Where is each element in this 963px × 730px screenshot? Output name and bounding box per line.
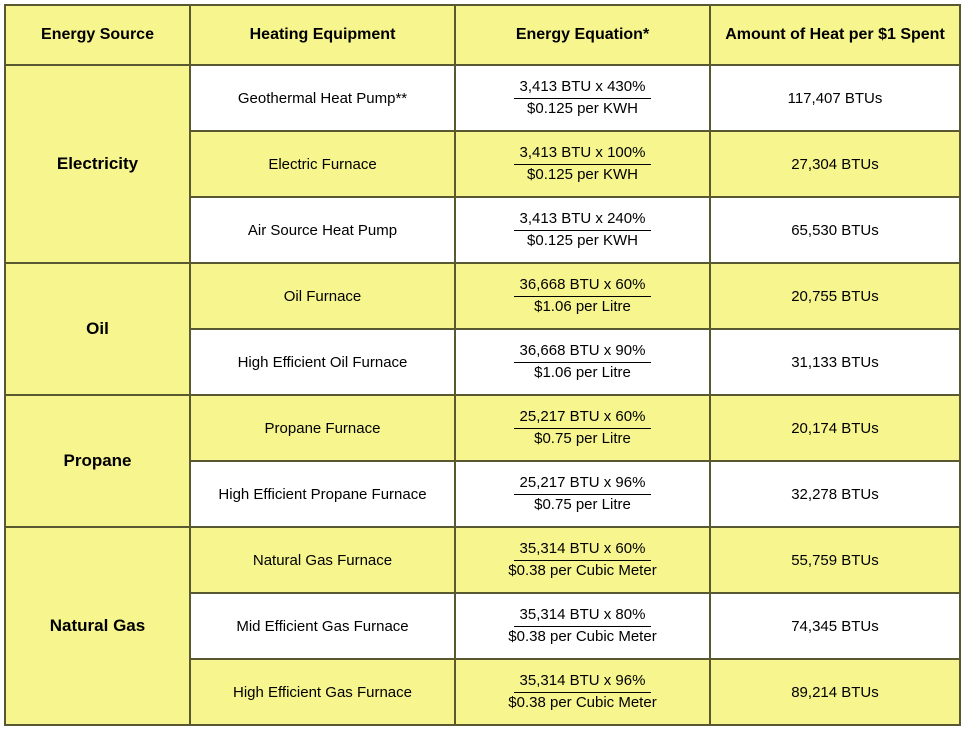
- table-body: ElectricityGeothermal Heat Pump**3,413 B…: [5, 65, 960, 725]
- btu-cell: 20,174 BTUs: [710, 395, 960, 461]
- equation-denominator: $0.75 per Litre: [456, 429, 709, 449]
- equation-numerator: 25,217 BTU x 60%: [514, 408, 652, 429]
- equation-cell: 3,413 BTU x 240%$0.125 per KWH: [455, 197, 710, 263]
- equation-numerator: 3,413 BTU x 100%: [514, 144, 652, 165]
- equation-numerator: 36,668 BTU x 60%: [514, 276, 652, 297]
- equipment-cell: Oil Furnace: [190, 263, 455, 329]
- table-row: PropanePropane Furnace25,217 BTU x 60%$0…: [5, 395, 960, 461]
- equation-numerator: 25,217 BTU x 96%: [514, 474, 652, 495]
- equipment-cell: Mid Efficient Gas Furnace: [190, 593, 455, 659]
- equipment-cell: Natural Gas Furnace: [190, 527, 455, 593]
- energy-comparison-table: Energy Source Heating Equipment Energy E…: [4, 4, 961, 726]
- equation-denominator: $1.06 per Litre: [456, 363, 709, 383]
- equation-numerator: 3,413 BTU x 240%: [514, 210, 652, 231]
- equation-denominator: $0.125 per KWH: [456, 165, 709, 185]
- header-btu: Amount of Heat per $1 Spent: [710, 5, 960, 65]
- equipment-cell: Air Source Heat Pump: [190, 197, 455, 263]
- equipment-cell: Electric Furnace: [190, 131, 455, 197]
- equation-numerator: 35,314 BTU x 80%: [514, 606, 652, 627]
- source-cell: Oil: [5, 263, 190, 395]
- btu-cell: 20,755 BTUs: [710, 263, 960, 329]
- header-source: Energy Source: [5, 5, 190, 65]
- btu-cell: 89,214 BTUs: [710, 659, 960, 725]
- equation-cell: 25,217 BTU x 60%$0.75 per Litre: [455, 395, 710, 461]
- equation-cell: 3,413 BTU x 100%$0.125 per KWH: [455, 131, 710, 197]
- btu-cell: 65,530 BTUs: [710, 197, 960, 263]
- equation-cell: 25,217 BTU x 96%$0.75 per Litre: [455, 461, 710, 527]
- equation-cell: 35,314 BTU x 96%$0.38 per Cubic Meter: [455, 659, 710, 725]
- equation-denominator: $0.38 per Cubic Meter: [456, 561, 709, 581]
- table-row: ElectricityGeothermal Heat Pump**3,413 B…: [5, 65, 960, 131]
- equation-cell: 3,413 BTU x 430%$0.125 per KWH: [455, 65, 710, 131]
- btu-cell: 55,759 BTUs: [710, 527, 960, 593]
- equation-denominator: $0.38 per Cubic Meter: [456, 693, 709, 713]
- equation-denominator: $1.06 per Litre: [456, 297, 709, 317]
- equation-numerator: 3,413 BTU x 430%: [514, 78, 652, 99]
- table-row: Natural GasNatural Gas Furnace35,314 BTU…: [5, 527, 960, 593]
- equipment-cell: Propane Furnace: [190, 395, 455, 461]
- btu-cell: 31,133 BTUs: [710, 329, 960, 395]
- equation-cell: 35,314 BTU x 60%$0.38 per Cubic Meter: [455, 527, 710, 593]
- equation-cell: 36,668 BTU x 90%$1.06 per Litre: [455, 329, 710, 395]
- btu-cell: 74,345 BTUs: [710, 593, 960, 659]
- equipment-cell: High Efficient Oil Furnace: [190, 329, 455, 395]
- equation-numerator: 36,668 BTU x 90%: [514, 342, 652, 363]
- equation-denominator: $0.125 per KWH: [456, 99, 709, 119]
- source-cell: Propane: [5, 395, 190, 527]
- equation-cell: 36,668 BTU x 60%$1.06 per Litre: [455, 263, 710, 329]
- equation-numerator: 35,314 BTU x 96%: [514, 672, 652, 693]
- equation-denominator: $0.75 per Litre: [456, 495, 709, 515]
- header-equipment: Heating Equipment: [190, 5, 455, 65]
- header-row: Energy Source Heating Equipment Energy E…: [5, 5, 960, 65]
- equation-numerator: 35,314 BTU x 60%: [514, 540, 652, 561]
- equation-denominator: $0.38 per Cubic Meter: [456, 627, 709, 647]
- equipment-cell: High Efficient Gas Furnace: [190, 659, 455, 725]
- source-cell: Electricity: [5, 65, 190, 263]
- equipment-cell: Geothermal Heat Pump**: [190, 65, 455, 131]
- equation-cell: 35,314 BTU x 80%$0.38 per Cubic Meter: [455, 593, 710, 659]
- header-equation: Energy Equation*: [455, 5, 710, 65]
- equipment-cell: High Efficient Propane Furnace: [190, 461, 455, 527]
- btu-cell: 32,278 BTUs: [710, 461, 960, 527]
- source-cell: Natural Gas: [5, 527, 190, 725]
- equation-denominator: $0.125 per KWH: [456, 231, 709, 251]
- btu-cell: 27,304 BTUs: [710, 131, 960, 197]
- table-row: OilOil Furnace36,668 BTU x 60%$1.06 per …: [5, 263, 960, 329]
- btu-cell: 117,407 BTUs: [710, 65, 960, 131]
